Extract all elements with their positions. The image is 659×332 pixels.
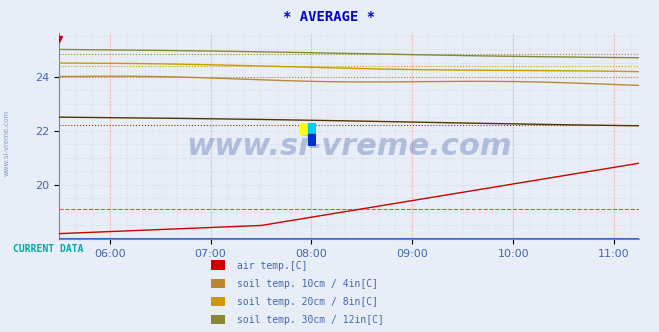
Text: * AVERAGE *: * AVERAGE *: [283, 10, 376, 24]
Bar: [308, 134, 316, 146]
Text: soil temp. 30cm / 12in[C]: soil temp. 30cm / 12in[C]: [237, 315, 384, 325]
Bar: [308, 123, 316, 134]
Bar: [300, 123, 308, 134]
Text: air temp.[C]: air temp.[C]: [237, 261, 308, 271]
Text: www.si-vreme.com: www.si-vreme.com: [186, 132, 512, 161]
Text: www.si-vreme.com: www.si-vreme.com: [3, 110, 10, 176]
Text: soil temp. 10cm / 4in[C]: soil temp. 10cm / 4in[C]: [237, 279, 378, 289]
Text: CURRENT DATA: CURRENT DATA: [13, 244, 84, 254]
Text: soil temp. 20cm / 8in[C]: soil temp. 20cm / 8in[C]: [237, 297, 378, 307]
